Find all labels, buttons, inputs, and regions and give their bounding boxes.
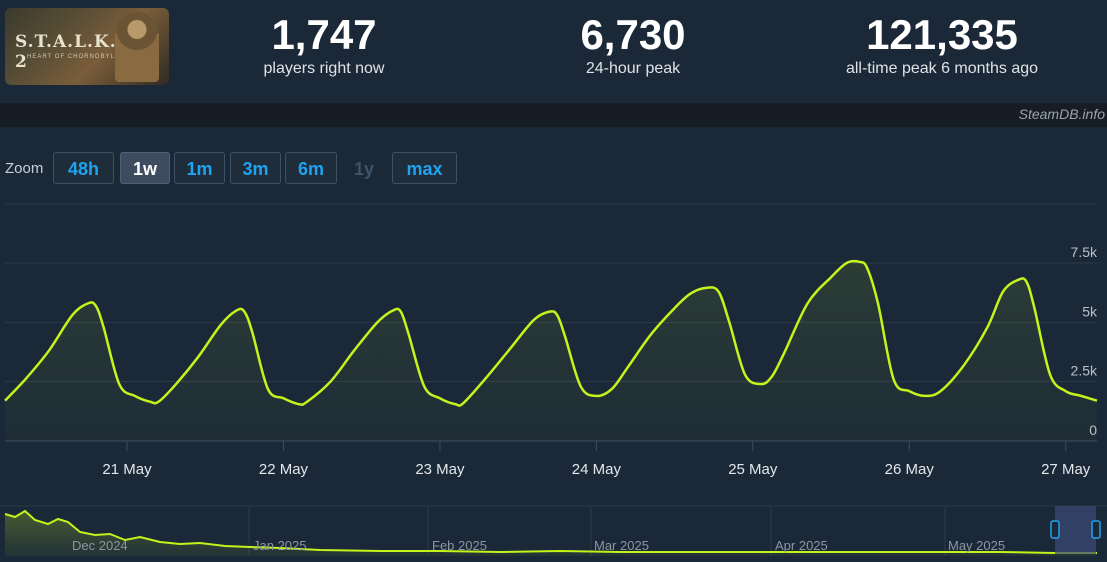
navigator-area — [5, 511, 1097, 556]
series-area — [5, 261, 1097, 441]
y-tick-label: 7.5k — [1071, 244, 1098, 260]
navigator-gridlines — [248, 506, 946, 556]
navigator-labels: Dec 2024 Jan 2025 Feb 2025 Mar 2025 Apr 2025… — [72, 538, 1005, 553]
header: S.T.A.L.K.E.R. 2 HEART OF CHORNOBYL 1,74… — [0, 0, 1107, 103]
navigator-label: Mar 2025 — [594, 538, 649, 553]
stat-label: players right now — [263, 60, 385, 77]
zoom-6m-button[interactable]: 6m — [285, 152, 337, 184]
x-tick-label: 21 May — [102, 461, 152, 478]
game-capsule-image[interactable]: S.T.A.L.K.E.R. 2 HEART OF CHORNOBYL — [5, 8, 169, 85]
stat-value: 121,335 — [866, 11, 1018, 58]
navigator-label: May 2025 — [948, 538, 1005, 553]
zoom-1w-button[interactable]: 1w — [120, 152, 170, 184]
x-tick-label: 26 May — [885, 461, 935, 478]
stat-all-time-peak: 121,335 all-time peak 6 months ago — [812, 12, 1072, 79]
navigator-label: Jan 2025 — [253, 538, 307, 553]
navigator-label: Apr 2025 — [775, 538, 828, 553]
steamdb-credit[interactable]: SteamDB.info — [1018, 106, 1105, 122]
chart-top-band — [0, 103, 1107, 127]
zoom-max-button[interactable]: max — [392, 152, 457, 184]
zoom-1m-button[interactable]: 1m — [174, 152, 225, 184]
y-tick-label: 2.5k — [1071, 363, 1098, 379]
x-tick-label: 25 May — [728, 461, 778, 478]
x-axis-ticks: 21 May 22 May 23 May 24 May 25 May 26 May 27 M… — [102, 441, 1091, 478]
navigator-selection[interactable] — [1055, 506, 1096, 554]
stat-label: all-time peak 6 months ago — [845, 60, 1039, 77]
navigator-label: Feb 2025 — [432, 538, 487, 553]
stat-value: 6,730 — [580, 11, 686, 58]
navigator-left-handle[interactable] — [1050, 520, 1060, 539]
x-tick-label: 23 May — [415, 461, 465, 478]
zoom-label: Zoom — [5, 160, 44, 177]
stalker-figure-art — [115, 12, 159, 82]
x-tick-label: 22 May — [259, 461, 309, 478]
stat-current-players: 1,747 players right now — [194, 12, 454, 79]
x-tick-label: 24 May — [572, 461, 622, 478]
zoom-3m-button[interactable]: 3m — [230, 152, 281, 184]
zoom-48h-button[interactable]: 48h — [53, 152, 114, 184]
y-tick-label: 5k — [1082, 303, 1098, 319]
zoom-1y-button: 1y — [342, 152, 386, 184]
stat-24h-peak: 6,730 24-hour peak — [503, 12, 763, 79]
navigator[interactable]: Dec 2024 Jan 2025 Feb 2025 Mar 2025 Apr 2025… — [0, 505, 1107, 562]
navigator-label: Dec 2024 — [72, 538, 128, 553]
x-tick-label: 27 May — [1041, 461, 1091, 478]
stat-value: 1,747 — [271, 11, 377, 58]
game-logo-subtitle: HEART OF CHORNOBYL — [27, 54, 115, 60]
navigator-right-handle[interactable] — [1091, 520, 1101, 539]
stat-label: 24-hour peak — [585, 60, 681, 77]
series-line[interactable] — [4, 259, 1098, 407]
navigator-line — [4, 509, 1097, 554]
